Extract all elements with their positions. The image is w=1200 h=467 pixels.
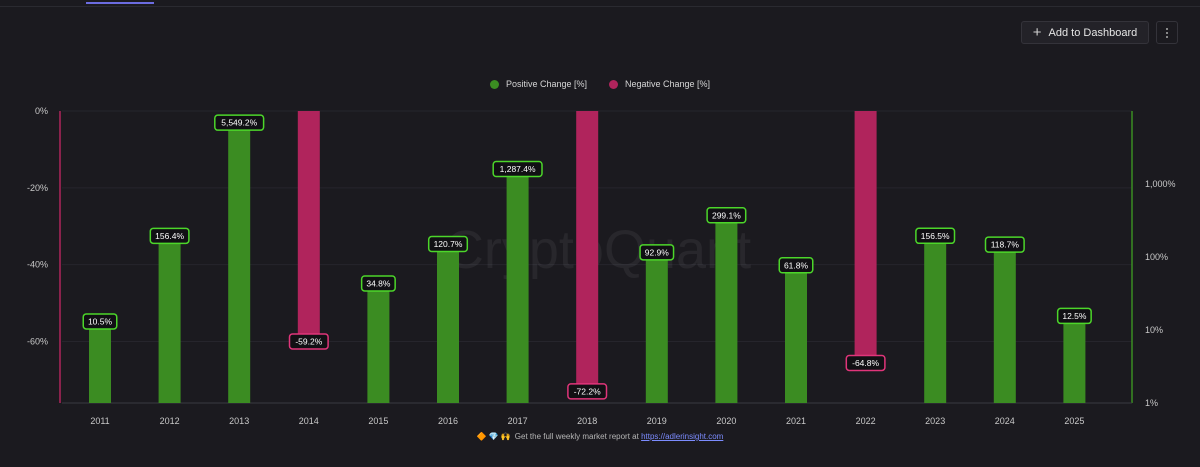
x-axis-tick-label: 2021 bbox=[786, 416, 806, 426]
add-to-dashboard-button[interactable]: + Add to Dashboard bbox=[1021, 21, 1149, 44]
negative-bar bbox=[576, 111, 599, 389]
positive-data-label: 156.4% bbox=[155, 231, 184, 241]
x-axis-tick-label: 2017 bbox=[508, 416, 528, 426]
positive-data-label: 120.7% bbox=[434, 239, 463, 249]
x-axis-tick-label: 2018 bbox=[577, 416, 597, 426]
positive-data-label-box bbox=[149, 227, 190, 245]
positive-bar bbox=[437, 251, 459, 403]
positive-bar bbox=[367, 290, 390, 403]
x-axis-tick-label: 2019 bbox=[647, 416, 667, 426]
positive-data-label-box bbox=[984, 236, 1025, 253]
positive-bar bbox=[89, 328, 111, 403]
right-axis-tick-label: 10% bbox=[1145, 325, 1163, 335]
negative-data-label: -64.8% bbox=[852, 358, 879, 368]
footer-text: Get the full weekly market report at bbox=[514, 432, 639, 441]
x-axis-tick-label: 2015 bbox=[368, 416, 388, 426]
x-axis-tick-label: 2022 bbox=[856, 416, 876, 426]
negative-data-label-box bbox=[288, 333, 329, 350]
positive-bar bbox=[785, 272, 807, 403]
legend-item-positive[interactable]: Positive Change [%] bbox=[489, 79, 587, 89]
positive-data-label-box bbox=[639, 244, 675, 261]
positive-data-label-box bbox=[427, 235, 469, 253]
legend-dot-positive bbox=[489, 79, 499, 89]
positive-data-label: 1,287.4% bbox=[500, 164, 536, 174]
positive-data-label: 12.5% bbox=[1062, 311, 1087, 321]
plus-icon: + bbox=[1032, 24, 1042, 41]
positive-bar bbox=[715, 222, 738, 403]
more-options-button[interactable] bbox=[1156, 21, 1178, 44]
positive-data-label: 299.1% bbox=[712, 210, 741, 220]
positive-bar bbox=[924, 242, 947, 403]
positive-data-label: 10.5% bbox=[88, 316, 113, 326]
x-axis-tick-label: 2013 bbox=[229, 416, 249, 426]
legend-label-negative: Negative Change [%] bbox=[624, 79, 711, 89]
negative-bar bbox=[854, 111, 877, 360]
x-axis-tick-label: 2016 bbox=[438, 416, 458, 426]
x-axis-tick-label: 2020 bbox=[716, 416, 736, 426]
positive-data-label-box bbox=[915, 227, 956, 245]
positive-bar bbox=[1063, 322, 1086, 403]
positive-data-label: 118.7% bbox=[991, 240, 1020, 250]
positive-data-label: 92.9% bbox=[645, 247, 670, 257]
negative-data-label-box bbox=[845, 354, 886, 372]
left-axis-tick-label: -20% bbox=[27, 183, 48, 193]
positive-data-label: 5,549.2% bbox=[221, 118, 257, 128]
positive-data-label: 61.8% bbox=[784, 260, 809, 270]
positive-data-label-box bbox=[214, 114, 265, 131]
footer-link[interactable]: https://adlerinsight.com bbox=[641, 432, 724, 441]
legend-label-positive: Positive Change [%] bbox=[505, 79, 587, 89]
active-tab-indicator[interactable] bbox=[86, 2, 154, 4]
left-axis-tick-label: -60% bbox=[27, 337, 48, 347]
negative-bar bbox=[297, 111, 320, 339]
left-axis-tick-label: -40% bbox=[27, 260, 48, 270]
positive-data-label: 156.5% bbox=[921, 231, 950, 241]
x-axis-tick-label: 2023 bbox=[925, 416, 945, 426]
top-tab-bar bbox=[0, 0, 1200, 7]
right-axis-tick-label: 1% bbox=[1145, 398, 1158, 408]
x-axis-tick-label: 2014 bbox=[299, 416, 319, 426]
positive-bar bbox=[506, 175, 529, 403]
chart-legend: Positive Change [%] Negative Change [%] bbox=[0, 79, 1200, 89]
footer-emoji-icons: 🔶💎🙌 bbox=[476, 432, 513, 441]
positive-data-label-box bbox=[778, 257, 814, 274]
add-to-dashboard-label: Add to Dashboard bbox=[1048, 26, 1138, 39]
x-axis-tick-label: 2025 bbox=[1064, 416, 1084, 426]
positive-data-label: 34.8% bbox=[366, 278, 391, 288]
legend-item-negative[interactable]: Negative Change [%] bbox=[608, 79, 711, 89]
x-axis-tick-label: 2012 bbox=[160, 416, 180, 426]
kebab-menu-icon bbox=[1165, 27, 1169, 38]
legend-dot-negative bbox=[608, 79, 618, 89]
positive-bar bbox=[228, 129, 251, 403]
x-axis-tick-label: 2011 bbox=[90, 416, 109, 426]
positive-bar bbox=[993, 251, 1016, 403]
footer-note: 🔶💎🙌 Get the full weekly market report at… bbox=[0, 432, 1200, 441]
right-axis-tick-label: 100% bbox=[1145, 252, 1168, 262]
negative-data-label: -59.2% bbox=[295, 336, 322, 346]
positive-data-label-box bbox=[706, 207, 747, 224]
positive-data-label-box bbox=[82, 313, 118, 330]
left-axis-tick-label: 0% bbox=[35, 106, 48, 116]
positive-data-label-box bbox=[1056, 307, 1092, 325]
right-axis-tick-label: 1,000% bbox=[1145, 179, 1176, 189]
positive-data-label-box bbox=[492, 160, 543, 178]
negative-data-label-box bbox=[567, 383, 608, 400]
positive-data-label-box bbox=[360, 275, 396, 292]
x-axis-tick-label: 2024 bbox=[995, 416, 1015, 426]
positive-bar bbox=[645, 259, 668, 403]
positive-bar bbox=[158, 242, 181, 403]
negative-data-label: -72.2% bbox=[574, 386, 601, 396]
